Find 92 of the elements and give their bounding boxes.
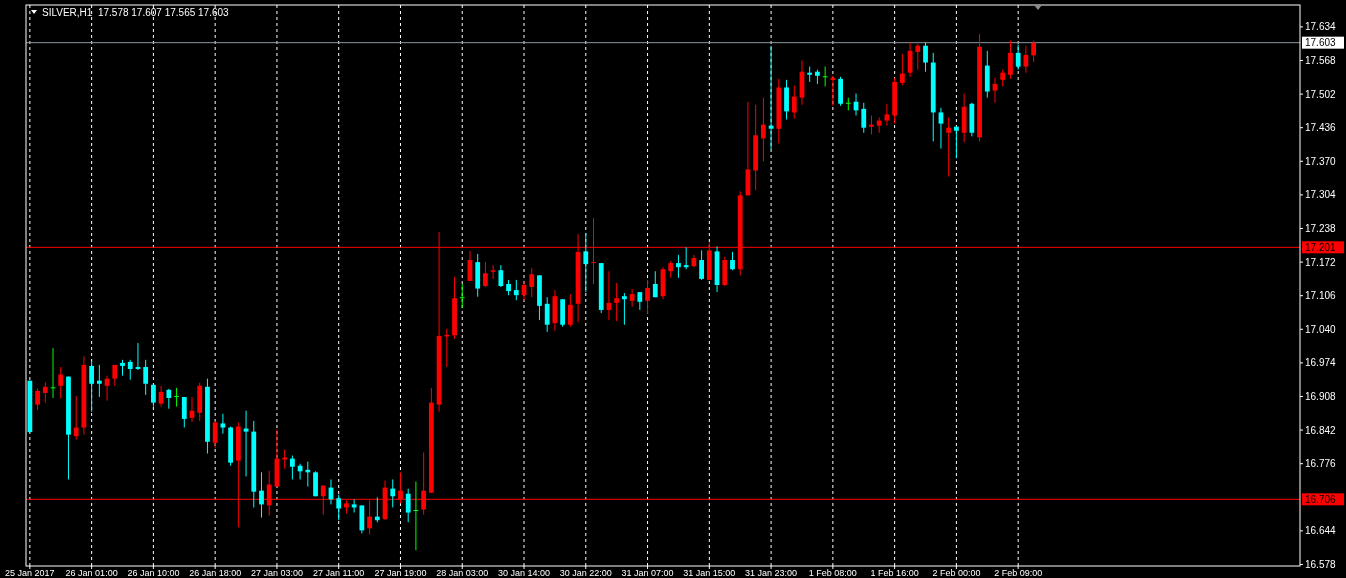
x-tick-label: 31 Jan 15:00 <box>683 568 736 578</box>
candlestick <box>336 494 342 521</box>
candlestick <box>884 103 890 127</box>
y-tick-label: 16.776 <box>1305 458 1337 470</box>
candlestick <box>822 66 828 87</box>
candlestick <box>1008 40 1013 80</box>
candlestick <box>282 448 288 470</box>
x-tick-label: 26 Jan 10:00 <box>127 568 180 578</box>
y-tick-label: 16.578 <box>1305 558 1337 570</box>
y-tick-label: 16.842 <box>1305 424 1337 436</box>
candlestick <box>567 293 573 328</box>
candlestick <box>405 488 411 523</box>
ref-line-label: 17.201 <box>1305 241 1337 253</box>
y-tick-label: 17.502 <box>1305 88 1337 100</box>
y-tick-label: 16.908 <box>1305 390 1337 402</box>
ref-line-label: 16.706 <box>1305 493 1337 505</box>
candlestick <box>730 251 735 271</box>
candlestick <box>652 270 658 298</box>
candlestick <box>830 75 836 107</box>
x-tick-label: 28 Jan 03:00 <box>436 568 489 578</box>
candlestick <box>869 114 874 135</box>
y-tick-label: 17.304 <box>1305 189 1337 201</box>
y-tick-label: 17.370 <box>1305 155 1337 167</box>
candlestick <box>513 279 519 301</box>
candlestick <box>1031 40 1037 63</box>
candlestick <box>166 388 172 410</box>
candlestick <box>784 79 789 121</box>
x-tick-label: 1 Feb 08:00 <box>808 568 857 578</box>
x-tick-label: 30 Jan 22:00 <box>559 568 612 578</box>
x-tick-label: 27 Jan 19:00 <box>374 568 427 578</box>
x-tick-label: 26 Jan 01:00 <box>65 568 118 578</box>
candlestick <box>127 359 133 381</box>
candlestick <box>622 292 627 326</box>
candlestick <box>390 478 396 508</box>
candlestick <box>923 42 928 73</box>
candlestick <box>73 395 79 441</box>
y-tick-label: 17.568 <box>1305 54 1337 66</box>
y-tick-label: 17.172 <box>1305 256 1337 268</box>
candlestick <box>645 279 650 315</box>
candlestick <box>699 249 704 281</box>
candlestick <box>289 455 295 480</box>
candlestick <box>220 413 226 435</box>
candlestick <box>954 126 959 159</box>
candlestick <box>544 296 550 333</box>
x-tick-label: 31 Jan 23:00 <box>745 568 798 578</box>
candlestick <box>143 359 149 396</box>
y-tick-label: 17.106 <box>1305 290 1337 302</box>
ref-line-label: 17.603 <box>1305 37 1337 49</box>
candlestick <box>676 254 681 279</box>
candlestick <box>683 246 689 270</box>
candlestick <box>158 385 164 408</box>
candlestick <box>89 360 95 413</box>
candlestick <box>58 366 64 400</box>
x-tick-label: 30 Jan 14:00 <box>497 568 551 578</box>
y-tick-label: 17.436 <box>1305 122 1337 134</box>
x-tick-label: 26 Jan 18:00 <box>189 568 242 578</box>
candlestick <box>181 396 187 429</box>
candlestick <box>629 288 635 308</box>
x-tick-label: 2 Feb 09:00 <box>994 568 1043 578</box>
candlestick <box>1015 44 1021 71</box>
chart-title: SILVER,H1 17.578 17.607 17.565 17.603 <box>42 7 230 18</box>
y-tick-label: 16.974 <box>1305 357 1337 369</box>
candlestick <box>946 117 952 178</box>
candlestick <box>174 387 179 408</box>
candlestick <box>459 283 465 309</box>
candlestick <box>259 471 264 519</box>
candlestick <box>614 282 620 322</box>
candlestick <box>529 267 535 298</box>
y-tick-label: 17.040 <box>1305 323 1337 335</box>
y-tick-label: 17.634 <box>1305 21 1337 33</box>
x-tick-label: 2 Feb 00:00 <box>932 568 981 578</box>
y-tick-label: 17.238 <box>1305 222 1337 234</box>
candlestick <box>96 364 102 398</box>
x-tick-label: 27 Jan 11:00 <box>313 568 365 578</box>
candlestick <box>490 264 496 280</box>
x-tick-label: 1 Feb 16:00 <box>870 568 919 578</box>
y-tick-label: 16.644 <box>1305 525 1337 537</box>
x-tick-label: 31 Jan 07:00 <box>621 568 674 578</box>
candlestick <box>915 43 921 71</box>
candlestick <box>791 84 797 120</box>
candlestick <box>212 420 218 449</box>
candlestick <box>35 387 40 411</box>
x-tick-label: 25 Jan 2017 <box>5 568 55 578</box>
candlestick <box>899 53 905 86</box>
candlestick <box>313 470 318 497</box>
candlestick <box>861 102 867 134</box>
candlestick <box>42 381 48 404</box>
candlestick <box>583 232 589 293</box>
x-tick-label: 27 Jan 03:00 <box>250 568 303 578</box>
candlestick <box>483 261 488 288</box>
candlestick <box>498 264 504 288</box>
candlestick <box>760 97 766 162</box>
